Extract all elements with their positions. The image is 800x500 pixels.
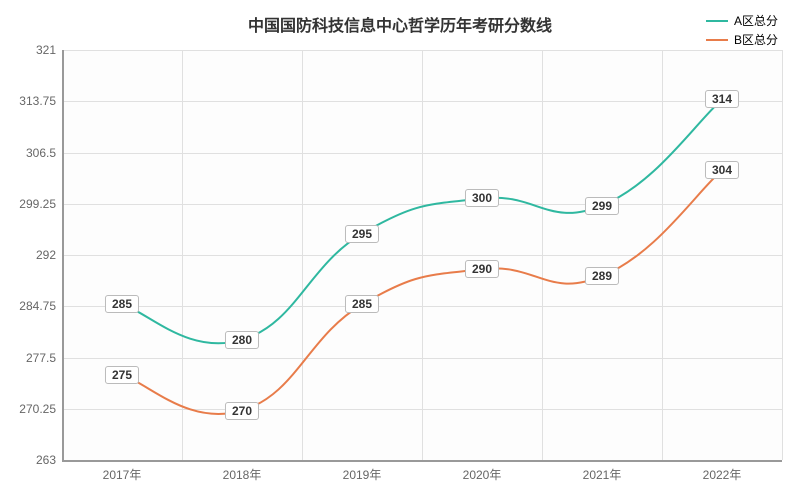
chart-title: 中国国防科技信息中心哲学历年考研分数线 — [0, 12, 800, 36]
data-label: 300 — [465, 189, 499, 207]
x-tick-label: 2019年 — [343, 466, 382, 483]
legend-item-b: B区总分 — [706, 31, 778, 48]
gridline-v — [782, 50, 783, 460]
x-tick-label: 2021年 — [583, 466, 622, 483]
y-tick-label: 313.75 — [6, 94, 56, 108]
data-label: 299 — [585, 197, 619, 215]
y-tick-label: 284.75 — [6, 299, 56, 313]
data-label: 304 — [705, 161, 739, 179]
legend-swatch-b — [706, 39, 728, 41]
data-label: 285 — [105, 295, 139, 313]
data-label: 270 — [225, 402, 259, 420]
x-tick-label: 2020年 — [463, 466, 502, 483]
y-tick-label: 270.25 — [6, 402, 56, 416]
plot-area: 285 280 295 300 299 314 275 270 285 290 289 304 — [62, 50, 782, 460]
legend-item-a: A区总分 — [706, 12, 778, 29]
y-tick-label: 299.25 — [6, 197, 56, 211]
series-svg — [62, 50, 782, 460]
data-label: 275 — [105, 366, 139, 384]
x-tick-label: 2017年 — [103, 466, 142, 483]
legend: A区总分 B区总分 — [706, 12, 778, 50]
x-tick-label: 2018年 — [223, 466, 262, 483]
data-label: 285 — [345, 295, 379, 313]
y-tick-label: 263 — [6, 453, 56, 467]
legend-label-b: B区总分 — [734, 31, 778, 48]
y-tick-label: 292 — [6, 248, 56, 262]
y-tick-label: 321 — [6, 43, 56, 57]
data-label: 280 — [225, 331, 259, 349]
data-label: 295 — [345, 225, 379, 243]
data-label: 290 — [465, 260, 499, 278]
y-tick-label: 277.5 — [6, 351, 56, 365]
legend-swatch-a — [706, 20, 728, 22]
series-line — [122, 99, 722, 343]
legend-label-a: A区总分 — [734, 12, 778, 29]
x-tick-label: 2022年 — [703, 466, 742, 483]
data-label: 289 — [585, 267, 619, 285]
y-tick-label: 306.5 — [6, 146, 56, 160]
chart-container: 中国国防科技信息中心哲学历年考研分数线 A区总分 B区总分 285 280 295 3… — [0, 0, 800, 500]
data-label: 314 — [705, 90, 739, 108]
axis-line — [62, 460, 782, 462]
